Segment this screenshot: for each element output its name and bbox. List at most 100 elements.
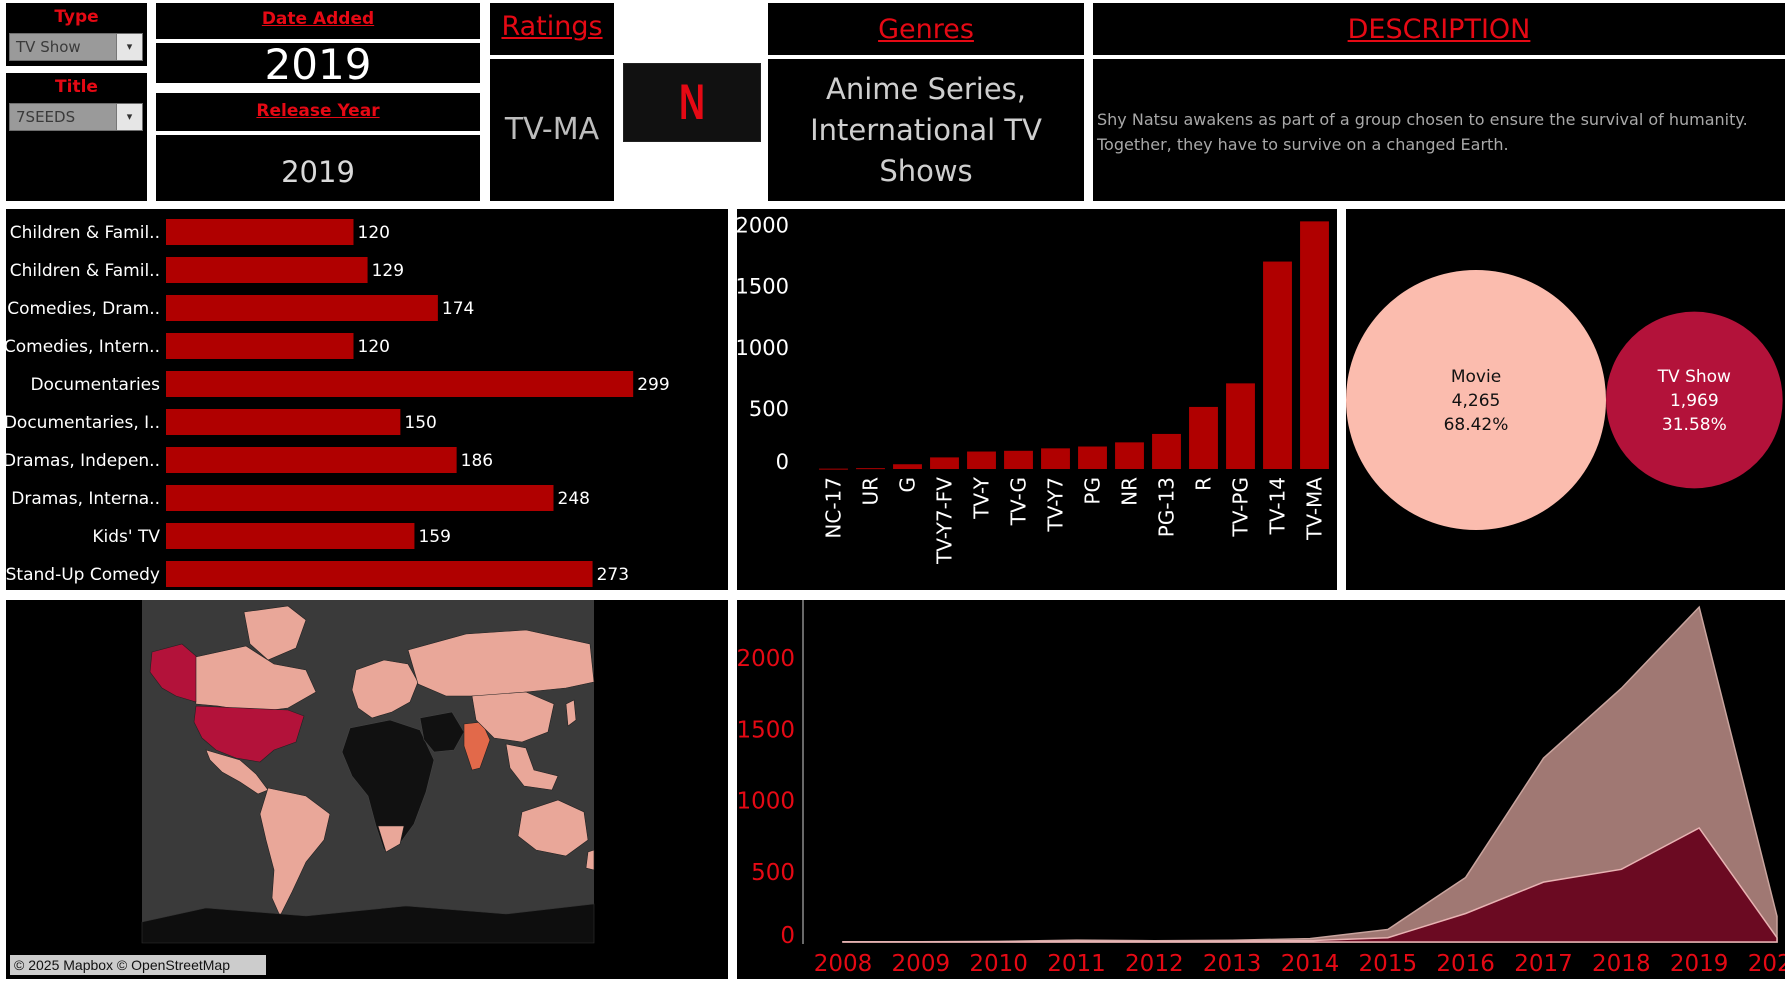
genre-bar-value-label: 129: [372, 261, 404, 281]
genre-bar[interactable]: [166, 523, 415, 549]
rating-bar[interactable]: [967, 451, 996, 469]
genre-bar[interactable]: [166, 219, 354, 245]
area-x-tick-label: 2012: [1125, 951, 1184, 977]
area-x-tick-label: 2019: [1670, 951, 1729, 977]
type-bubble[interactable]: [1346, 270, 1606, 530]
date-added-header: Date Added: [156, 3, 480, 39]
rating-y-tick-label: 1000: [737, 336, 789, 360]
rating-bar[interactable]: [1004, 450, 1033, 469]
area-x-tick-label: 2010: [969, 951, 1028, 977]
rating-bar-chart: 0 500 1000 1500 2000 NC-17 UR G TV-Y7-FV TV-Y TV-G…: [737, 214, 1329, 565]
genre-bar-label: Dramas, Interna..: [11, 489, 160, 509]
rating-bar[interactable]: [1115, 442, 1144, 469]
genre-bar[interactable]: [166, 257, 368, 283]
rating-x-tick-label: PG: [1081, 477, 1105, 505]
genre-bar-label: Comedies, Dram..: [7, 299, 160, 319]
rating-bar[interactable]: [1041, 448, 1070, 469]
area-y-tick-label: 1000: [737, 789, 795, 815]
map-country-australia: [517, 799, 589, 857]
area-x-tick-label: 2015: [1359, 951, 1418, 977]
release-year-value-panel: 2019: [156, 135, 480, 201]
map-country-south-africa: [377, 825, 405, 853]
area-x-tick-label: 2009: [892, 951, 951, 977]
type-bubble-label: TV Show: [1657, 367, 1731, 387]
genre-bar[interactable]: [166, 371, 634, 397]
area-y-tick-label: 500: [751, 860, 795, 886]
rating-x-tick-label: G: [896, 477, 920, 493]
rating-bar[interactable]: [1263, 261, 1292, 469]
genre-bar[interactable]: [166, 485, 554, 511]
area-x-tick-label: 2017: [1514, 951, 1573, 977]
rating-bar[interactable]: [893, 464, 922, 469]
rating-bar[interactable]: [1300, 221, 1329, 469]
map-country-europe: [351, 659, 419, 719]
title-dropdown[interactable]: 7SEEDS ▾: [9, 103, 143, 131]
genres-value: Anime Series, International TV Shows: [810, 71, 1042, 188]
genre-bar-label: Stand-Up Comedy: [6, 565, 160, 585]
area-x-tick-label: 2016: [1436, 951, 1495, 977]
world-map-panel[interactable]: © 2025 Mapbox © OpenStreetMap: [6, 600, 728, 979]
map-country-japan: [565, 699, 577, 727]
ratings-value: TV-MA: [504, 112, 600, 147]
rating-bar[interactable]: [819, 468, 848, 470]
type-filter-panel: Type TV Show ▾: [6, 3, 147, 66]
rating-bar[interactable]: [1226, 383, 1255, 469]
rating-bar[interactable]: [856, 468, 885, 470]
title-filter-panel: Title 7SEEDS ▾: [6, 73, 147, 201]
area-x-tick-label: 2011: [1047, 951, 1106, 977]
type-bubble-pct: 68.42%: [1444, 415, 1509, 435]
genre-bar-label: Documentaries, I..: [6, 413, 160, 433]
rating-bar[interactable]: [1152, 433, 1181, 469]
genre-bar[interactable]: [166, 447, 457, 473]
chevron-down-icon[interactable]: ▾: [116, 104, 142, 130]
world-map[interactable]: © 2025 Mapbox © OpenStreetMap: [6, 600, 728, 979]
release-year-header: Release Year: [156, 93, 480, 131]
rating-y-tick-label: 500: [749, 397, 789, 421]
area-y-tick-label: 1500: [737, 717, 795, 743]
description-text: Shy Natsu awakens as part of a group cho…: [1097, 110, 1748, 154]
description-header: DESCRIPTION: [1093, 3, 1785, 55]
rating-x-tick-label: NR: [1118, 477, 1142, 506]
map-country-mexico: [205, 749, 269, 795]
genre-bar-label: Children & Famil..: [10, 223, 160, 243]
genre-bar-label: Children & Famil..: [10, 261, 160, 281]
type-dropdown[interactable]: TV Show ▾: [9, 33, 143, 61]
genre-bar[interactable]: [166, 561, 593, 587]
title-dropdown-value: 7SEEDS: [16, 108, 76, 126]
map-attribution-bg: [10, 955, 266, 975]
release-year-value: 2019: [281, 155, 355, 189]
genre-bar-chart-panel: Children & Famil.. 120 Children & Famil.. 1…: [6, 209, 728, 590]
area-x-tick-label: 2014: [1281, 951, 1340, 977]
title-filter-label: Title: [55, 77, 98, 97]
rating-bar[interactable]: [1189, 406, 1218, 469]
type-bubble-pct: 31.58%: [1662, 415, 1727, 435]
type-bubble[interactable]: [1606, 311, 1783, 489]
chevron-down-icon[interactable]: ▾: [116, 34, 142, 60]
genre-bar[interactable]: [166, 333, 354, 359]
area-series[interactable]: [842, 827, 1778, 943]
rating-bar[interactable]: [1078, 446, 1107, 469]
genre-bar[interactable]: [166, 409, 401, 435]
map-attribution[interactable]: © 2025 Mapbox © OpenStreetMap: [14, 957, 230, 973]
rating-bar[interactable]: [930, 457, 959, 469]
description-panel: Shy Natsu awakens as part of a group cho…: [1093, 59, 1785, 201]
genres-label: Genres: [878, 14, 974, 45]
type-bubble-chart: Movie 4,265 68.42% TV Show 1,969 31.58%: [1346, 270, 1783, 530]
map-country-africa: [341, 719, 435, 851]
trend-area-chart-panel: 0 500 1000 1500 2000 2008 2009 2010 2011 2012 2013…: [737, 600, 1785, 979]
area-y-tick-label: 0: [780, 923, 795, 949]
genre-bar-label: Kids' TV: [92, 527, 160, 547]
genre-bar-value-label: 248: [558, 489, 590, 509]
genre-bar-value-label: 299: [637, 375, 669, 395]
genre-bar-value-label: 159: [418, 527, 450, 547]
rating-x-tick-label: TV-Y: [970, 476, 994, 520]
genre-bar[interactable]: [166, 295, 438, 321]
trend-area-chart: 0 500 1000 1500 2000 2008 2009 2010 2011 2012 2013…: [737, 600, 1785, 977]
rating-x-tick-label: TV-PG: [1229, 477, 1253, 538]
rating-x-tick-label: UR: [859, 477, 883, 506]
genre-bar-value-label: 174: [442, 299, 474, 319]
netflix-logo-panel: N: [623, 63, 761, 142]
area-y-tick-label: 2000: [737, 646, 795, 672]
map-country-antarctica: [141, 903, 595, 944]
genre-bar-chart: Children & Famil.. 120 Children & Famil.. 1…: [6, 219, 670, 587]
